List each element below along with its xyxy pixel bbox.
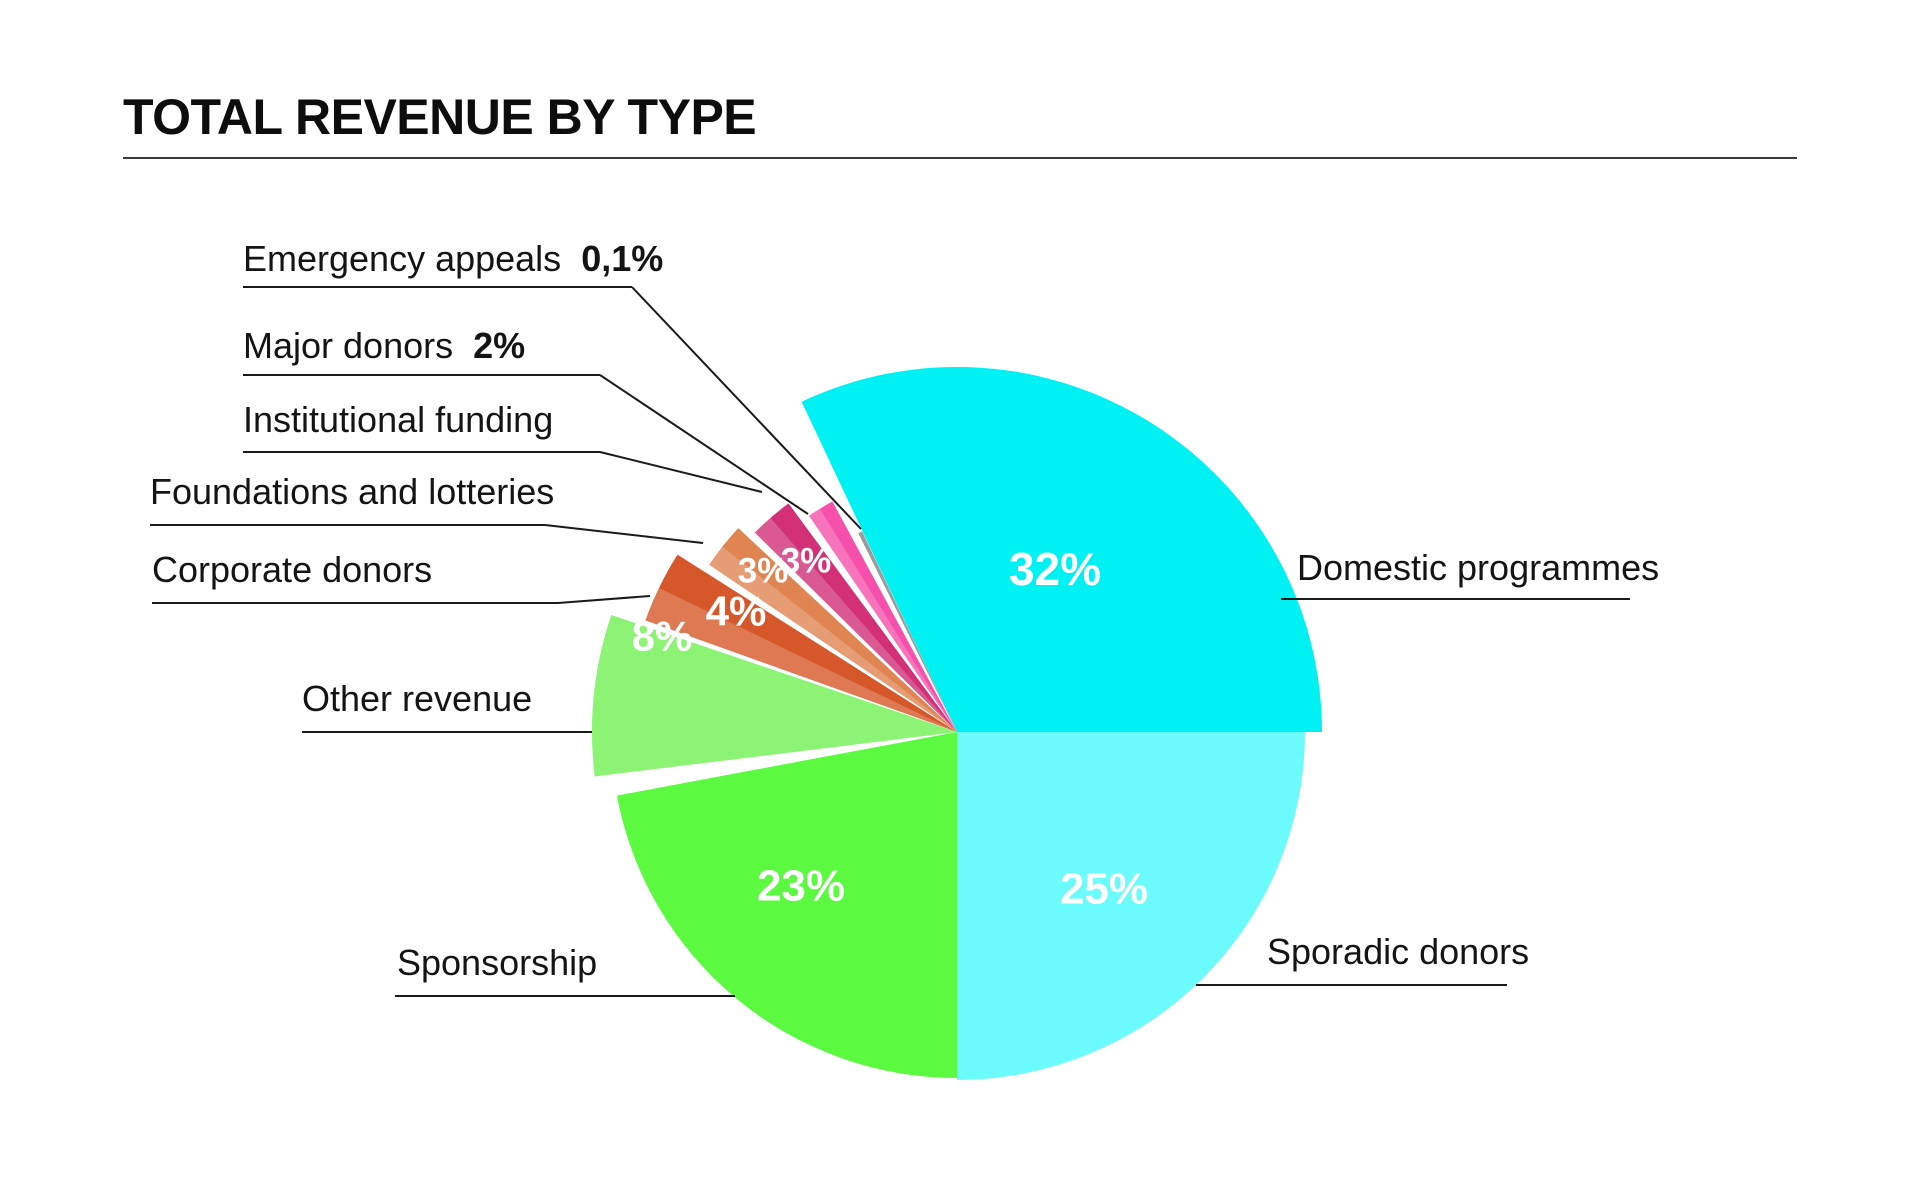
callout-text: Other revenue bbox=[302, 678, 533, 719]
page-title: TOTAL REVENUE BY TYPE bbox=[123, 89, 757, 145]
title-rule bbox=[123, 157, 1797, 159]
callout-text: Foundations and lotteries bbox=[150, 471, 555, 512]
slice-corporate-donors bbox=[645, 554, 957, 732]
slice-other-revenue bbox=[591, 615, 957, 777]
slice-value-label-domestic-programmes: 32% bbox=[1009, 543, 1101, 595]
callout-text: Emergency appeals bbox=[243, 238, 562, 279]
callout-value: 2% bbox=[473, 325, 526, 366]
callout-label-sponsorship: Sponsorship bbox=[397, 944, 597, 982]
callout-text: Corporate donors bbox=[152, 549, 433, 590]
slice-highlight-foundations-and-lotteries bbox=[709, 546, 957, 732]
slice-foundations-and-lotteries bbox=[709, 528, 957, 732]
callout-label-institutional-funding: Institutional funding bbox=[243, 401, 553, 439]
leader-line-emergency-appeals bbox=[631, 286, 862, 530]
leader-line-major-donors bbox=[599, 374, 809, 515]
slice-highlight-institutional-funding bbox=[754, 517, 957, 732]
callout-label-emergency-appeals: Emergency appeals 0,1% bbox=[243, 240, 663, 278]
slice-value-label-sporadic-donors: 25% bbox=[1060, 865, 1148, 914]
slice-value-label-sponsorship: 23% bbox=[757, 862, 845, 911]
callout-text: Domestic programmes bbox=[1297, 547, 1660, 588]
callout-text: Sponsorship bbox=[397, 942, 598, 983]
callout-value: 0,1% bbox=[581, 238, 664, 279]
callout-label-major-donors: Major donors 2% bbox=[243, 327, 525, 365]
callout-label-sporadic-donors: Sporadic donors bbox=[1267, 933, 1529, 971]
callout-label-foundations-and-lotteries: Foundations and lotteries bbox=[150, 473, 554, 511]
slice-value-label-corporate-donors: 4% bbox=[706, 588, 767, 635]
callout-text: Sporadic donors bbox=[1267, 931, 1530, 972]
leader-line-foundations-and-lotteries bbox=[544, 524, 704, 544]
slice-domestic-programmes bbox=[801, 366, 1322, 732]
slice-highlight-major-donors bbox=[809, 508, 957, 732]
slice-value-label-institutional-funding: 3% bbox=[781, 542, 832, 581]
callout-label-other-revenue: Other revenue bbox=[302, 680, 532, 718]
slice-institutional-funding bbox=[754, 503, 957, 732]
callout-text: Institutional funding bbox=[243, 399, 554, 440]
slice-value-label-foundations-and-lotteries: 3% bbox=[738, 552, 789, 591]
callout-text: Major donors bbox=[243, 325, 454, 366]
slice-emergency-appeals bbox=[858, 531, 957, 732]
leader-line-institutional-funding bbox=[599, 451, 763, 493]
slice-sponsorship bbox=[616, 732, 957, 1078]
slice-value-label-other-revenue: 8% bbox=[632, 613, 693, 660]
callout-label-corporate-donors: Corporate donors bbox=[152, 551, 432, 589]
callout-label-domestic-programmes: Domestic programmes bbox=[1297, 549, 1659, 587]
slice-sporadic-donors bbox=[957, 732, 1305, 1080]
leader-line-corporate-donors bbox=[557, 595, 651, 604]
slice-major-donors bbox=[809, 501, 957, 732]
slice-highlight-corporate-donors bbox=[645, 588, 957, 732]
